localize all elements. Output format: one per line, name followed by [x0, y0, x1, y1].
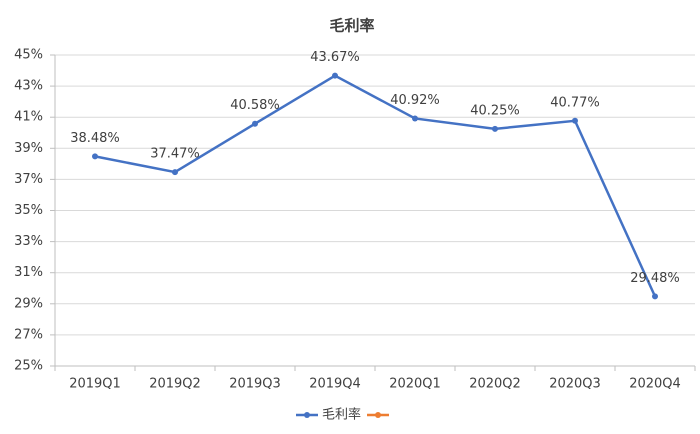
- y-tick-label: 43%: [14, 79, 43, 94]
- y-tick-label: 27%: [14, 327, 43, 342]
- data-point: [412, 115, 418, 122]
- x-tick-label: 2020Q4: [629, 377, 681, 392]
- legend-label: 毛利率: [322, 407, 361, 423]
- data-label: 38.48%: [70, 131, 120, 146]
- x-tick-label: 2019Q1: [69, 377, 121, 392]
- data-point: [92, 153, 98, 160]
- data-label: 40.77%: [550, 95, 600, 110]
- data-point: [172, 169, 178, 176]
- x-tick-label: 2019Q2: [149, 377, 201, 392]
- y-tick-label: 41%: [14, 110, 43, 125]
- y-tick-label: 35%: [14, 203, 43, 218]
- y-tick-label: 25%: [14, 359, 43, 374]
- data-label: 37.47%: [150, 147, 200, 162]
- y-tick-label: 29%: [14, 296, 43, 311]
- data-point: [252, 120, 258, 127]
- data-label: 29.48%: [630, 271, 680, 286]
- y-tick-label: 45%: [14, 48, 43, 63]
- data-point: [332, 72, 338, 79]
- x-tick-label: 2020Q1: [389, 377, 441, 392]
- y-tick-label: 37%: [14, 172, 43, 187]
- data-point: [572, 117, 578, 124]
- series-line: [94, 74, 657, 297]
- data-point: [652, 293, 658, 300]
- data-point: [492, 125, 498, 132]
- y-tick-label: 33%: [14, 234, 43, 249]
- x-tick-label: 2020Q2: [469, 377, 521, 392]
- x-tick-label: 2019Q4: [309, 377, 361, 392]
- y-tick-label: 39%: [14, 141, 43, 156]
- x-tick-label: 2020Q3: [549, 377, 601, 392]
- legend-marker: [375, 412, 382, 418]
- data-label: 40.25%: [470, 103, 520, 118]
- chart-title: 毛利率: [329, 17, 374, 35]
- data-label: 40.92%: [390, 93, 440, 108]
- legend-marker: [304, 412, 310, 418]
- data-label: 43.67%: [310, 50, 360, 65]
- y-tick-label: 31%: [14, 265, 43, 280]
- data-label: 40.58%: [230, 98, 280, 113]
- x-tick-label: 2019Q3: [229, 377, 281, 392]
